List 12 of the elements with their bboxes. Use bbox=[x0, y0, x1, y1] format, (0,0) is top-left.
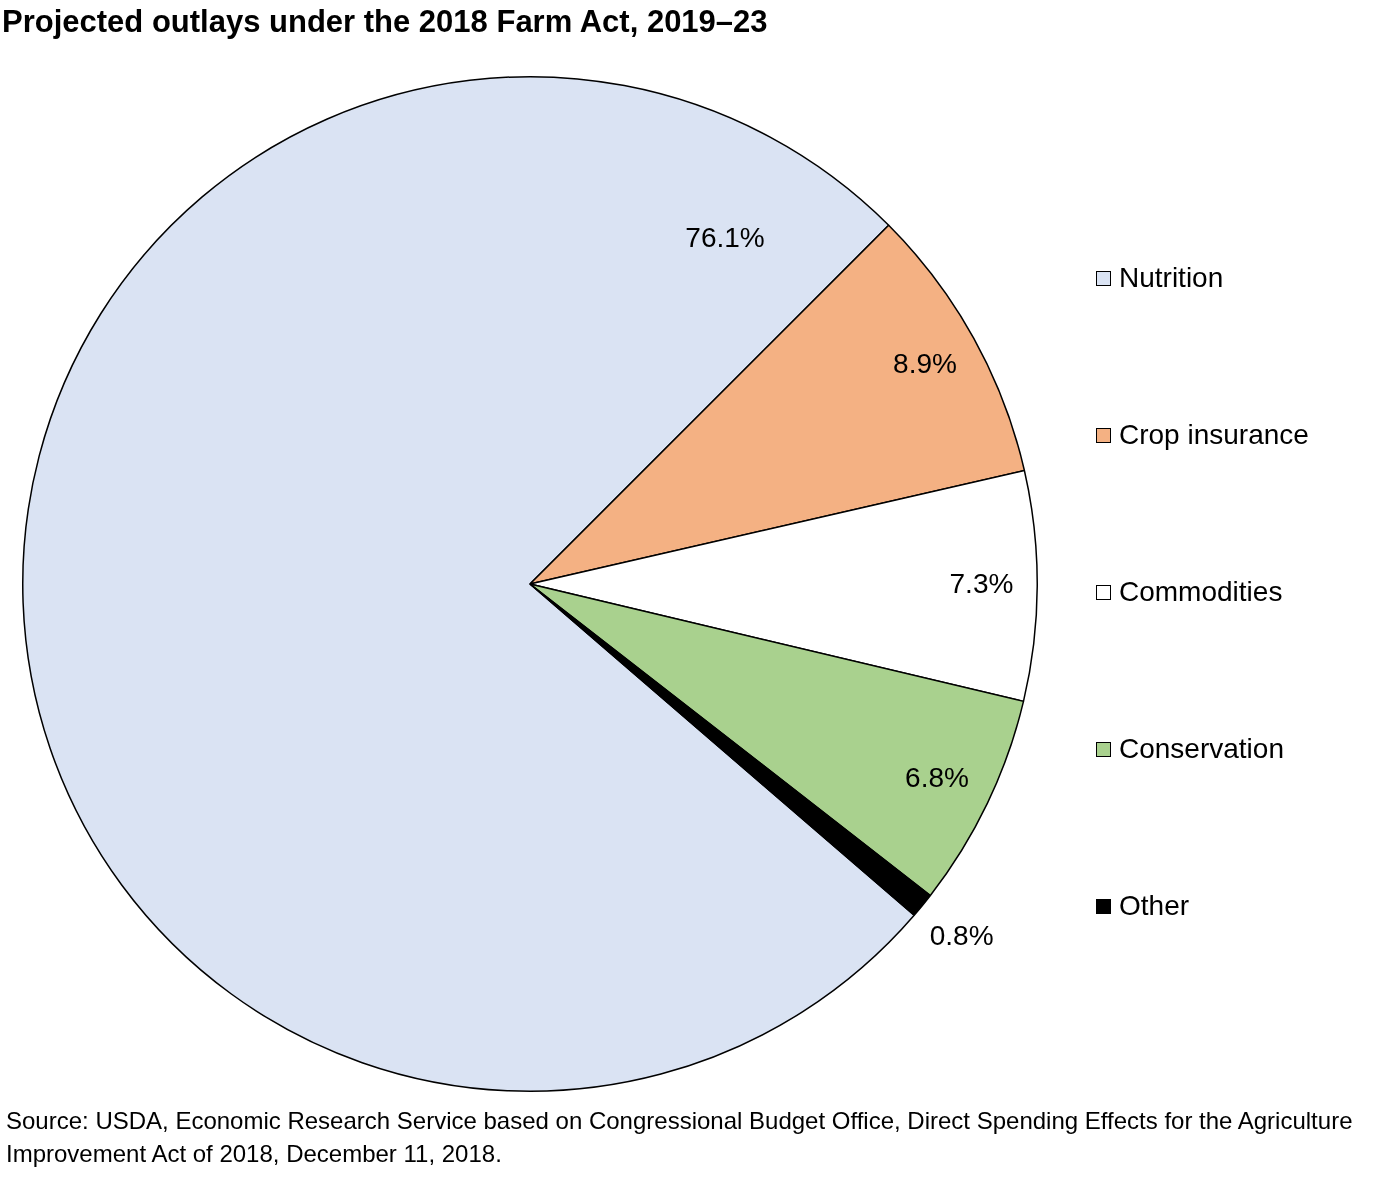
legend-label: Crop insurance bbox=[1119, 419, 1309, 451]
legend-label: Commodities bbox=[1119, 576, 1283, 608]
data-label: 76.1% bbox=[685, 222, 765, 254]
legend-label: Conservation bbox=[1119, 733, 1284, 765]
data-label: 7.3% bbox=[949, 568, 1014, 600]
data-label: 6.8% bbox=[905, 762, 969, 793]
data-label: 0.8% bbox=[929, 920, 994, 952]
data-label: 8.9% bbox=[893, 348, 957, 380]
legend-label: Nutrition bbox=[1119, 262, 1224, 294]
legend-label: Other bbox=[1119, 890, 1190, 922]
source-note: Source: USDA, Economic Research Service based on Congressional Budget Office, Direct Spending Effects for the Agriculture Improvement Act of 2018, December 11, 2018. bbox=[6, 1106, 1354, 1169]
chart-title: Projected outlays under the 2018 Farm Act, 2019–23 bbox=[2, 4, 768, 40]
